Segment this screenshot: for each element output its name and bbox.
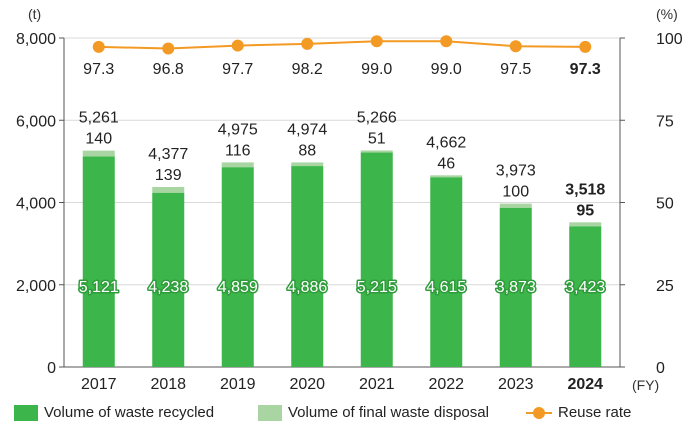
legend-label-recycled: Volume of waste recycled: [44, 404, 215, 421]
label-total: 3,518: [565, 181, 605, 198]
right-tick-label: 100: [656, 31, 683, 48]
label-total: 3,973: [496, 163, 536, 180]
label-final-disposal: 139: [155, 167, 182, 184]
legend-swatch-final-disposal: [258, 404, 282, 421]
label-recycled: 3,873: [496, 279, 536, 296]
label-total: 5,266: [357, 109, 397, 126]
reuse-rate-point: [440, 35, 453, 48]
bar-recycled: [569, 226, 602, 367]
x-tick-label: 2022: [428, 376, 464, 393]
reuse-rate-point: [162, 42, 175, 55]
x-tick-label: 2020: [289, 376, 325, 393]
legend-label-reuse-rate: Reuse rate: [558, 404, 632, 421]
reuse-rate-point: [301, 37, 314, 50]
label-total: 4,974: [287, 121, 327, 138]
left-tick-label: 4,000: [16, 196, 56, 213]
data-labels: 5,121 5,261 140 4,238 4,377 139 4,859 4,975 116 4…: [77, 61, 607, 298]
label-total: 4,662: [426, 134, 466, 151]
legend-item-final-disposal: Volume of final waste disposal: [258, 404, 489, 421]
bar-recycled: [82, 156, 115, 367]
label-final-disposal: 51: [368, 130, 386, 147]
left-axis-unit: (t): [28, 6, 41, 22]
right-tick-label: 50: [656, 196, 674, 213]
label-recycled: 4,859: [218, 279, 258, 296]
reuse-rate-polyline: [98, 40, 586, 50]
label-reuse-rate: 97.7: [222, 61, 253, 78]
x-tick-label: 2021: [359, 376, 395, 393]
label-recycled: 5,121: [79, 279, 119, 296]
left-tick-label: 2,000: [16, 278, 56, 295]
label-final-disposal: 88: [298, 142, 316, 159]
label-final-disposal: 46: [437, 155, 455, 172]
bar-recycled: [221, 167, 254, 367]
legend-label-final-disposal: Volume of final waste disposal: [288, 404, 489, 421]
bar-final-disposal: [152, 186, 185, 193]
right-tick-label: 0: [656, 360, 665, 377]
label-total: 4,377: [148, 146, 188, 163]
bar-recycled: [499, 207, 532, 367]
x-tick-label: 2024: [567, 376, 603, 393]
legend: Volume of waste recycled Volume of final…: [0, 404, 700, 428]
x-tick-label: 2023: [498, 376, 534, 393]
right-axis-unit: (%): [656, 6, 678, 22]
label-reuse-rate: 97.3: [83, 61, 114, 78]
bar-final-disposal: [82, 150, 115, 157]
bars: [82, 150, 602, 367]
label-reuse-rate: 97.3: [570, 61, 601, 78]
bar-final-disposal: [221, 162, 254, 168]
right-tick-label: 25: [656, 278, 674, 295]
bar-recycled: [291, 166, 324, 367]
label-reuse-rate: 96.8: [153, 61, 184, 78]
left-tick-label: 6,000: [16, 113, 56, 130]
bar-recycled: [152, 192, 185, 367]
bar-recycled: [360, 152, 393, 367]
label-total: 4,975: [218, 121, 258, 138]
legend-swatch-reuse-rate: [526, 405, 552, 421]
label-reuse-rate: 97.5: [500, 61, 531, 78]
reuse-rate-point: [370, 35, 383, 48]
reuse-rate-point: [509, 40, 522, 53]
label-reuse-rate: 99.0: [431, 61, 462, 78]
legend-item-recycled: Volume of waste recycled: [14, 404, 214, 421]
legend-swatch-recycled: [14, 404, 38, 421]
label-final-disposal: 95: [576, 202, 594, 219]
bar-final-disposal: [499, 203, 532, 208]
label-final-disposal: 100: [502, 184, 529, 201]
waste-chart: 0 2,000 4,000 6,000 8,000 0 25 50 75 100 (t) (%) (FY…: [16, 6, 683, 393]
x-tick-label: 2017: [81, 376, 117, 393]
label-reuse-rate: 99.0: [361, 61, 392, 78]
bar-final-disposal: [291, 162, 324, 167]
label-recycled: 4,615: [426, 279, 466, 296]
bar-final-disposal: [360, 150, 393, 153]
bar-final-disposal: [569, 222, 602, 227]
x-tick-label: 2019: [220, 376, 256, 393]
legend-item-reuse-rate: Reuse rate: [526, 404, 631, 421]
label-recycled: 4,886: [287, 279, 327, 296]
label-total: 5,261: [79, 110, 119, 127]
label-final-disposal: 116: [225, 142, 251, 159]
label-recycled: 4,238: [148, 279, 188, 296]
reuse-rate-point: [231, 39, 244, 52]
label-recycled: 5,215: [357, 279, 397, 296]
bar-final-disposal: [430, 175, 463, 178]
label-recycled: 3,423: [565, 279, 605, 296]
reuse-rate-point: [579, 40, 592, 53]
left-tick-label: 8,000: [16, 31, 56, 48]
right-tick-label: 75: [656, 113, 674, 130]
reuse-rate-line: [92, 35, 592, 55]
x-tick-label: 2018: [150, 376, 186, 393]
reuse-rate-point: [92, 40, 105, 53]
bar-recycled: [430, 177, 463, 367]
label-reuse-rate: 98.2: [292, 61, 323, 78]
left-tick-label: 0: [47, 360, 56, 377]
x-axis-unit: (FY): [632, 377, 659, 393]
label-final-disposal: 140: [85, 131, 112, 148]
